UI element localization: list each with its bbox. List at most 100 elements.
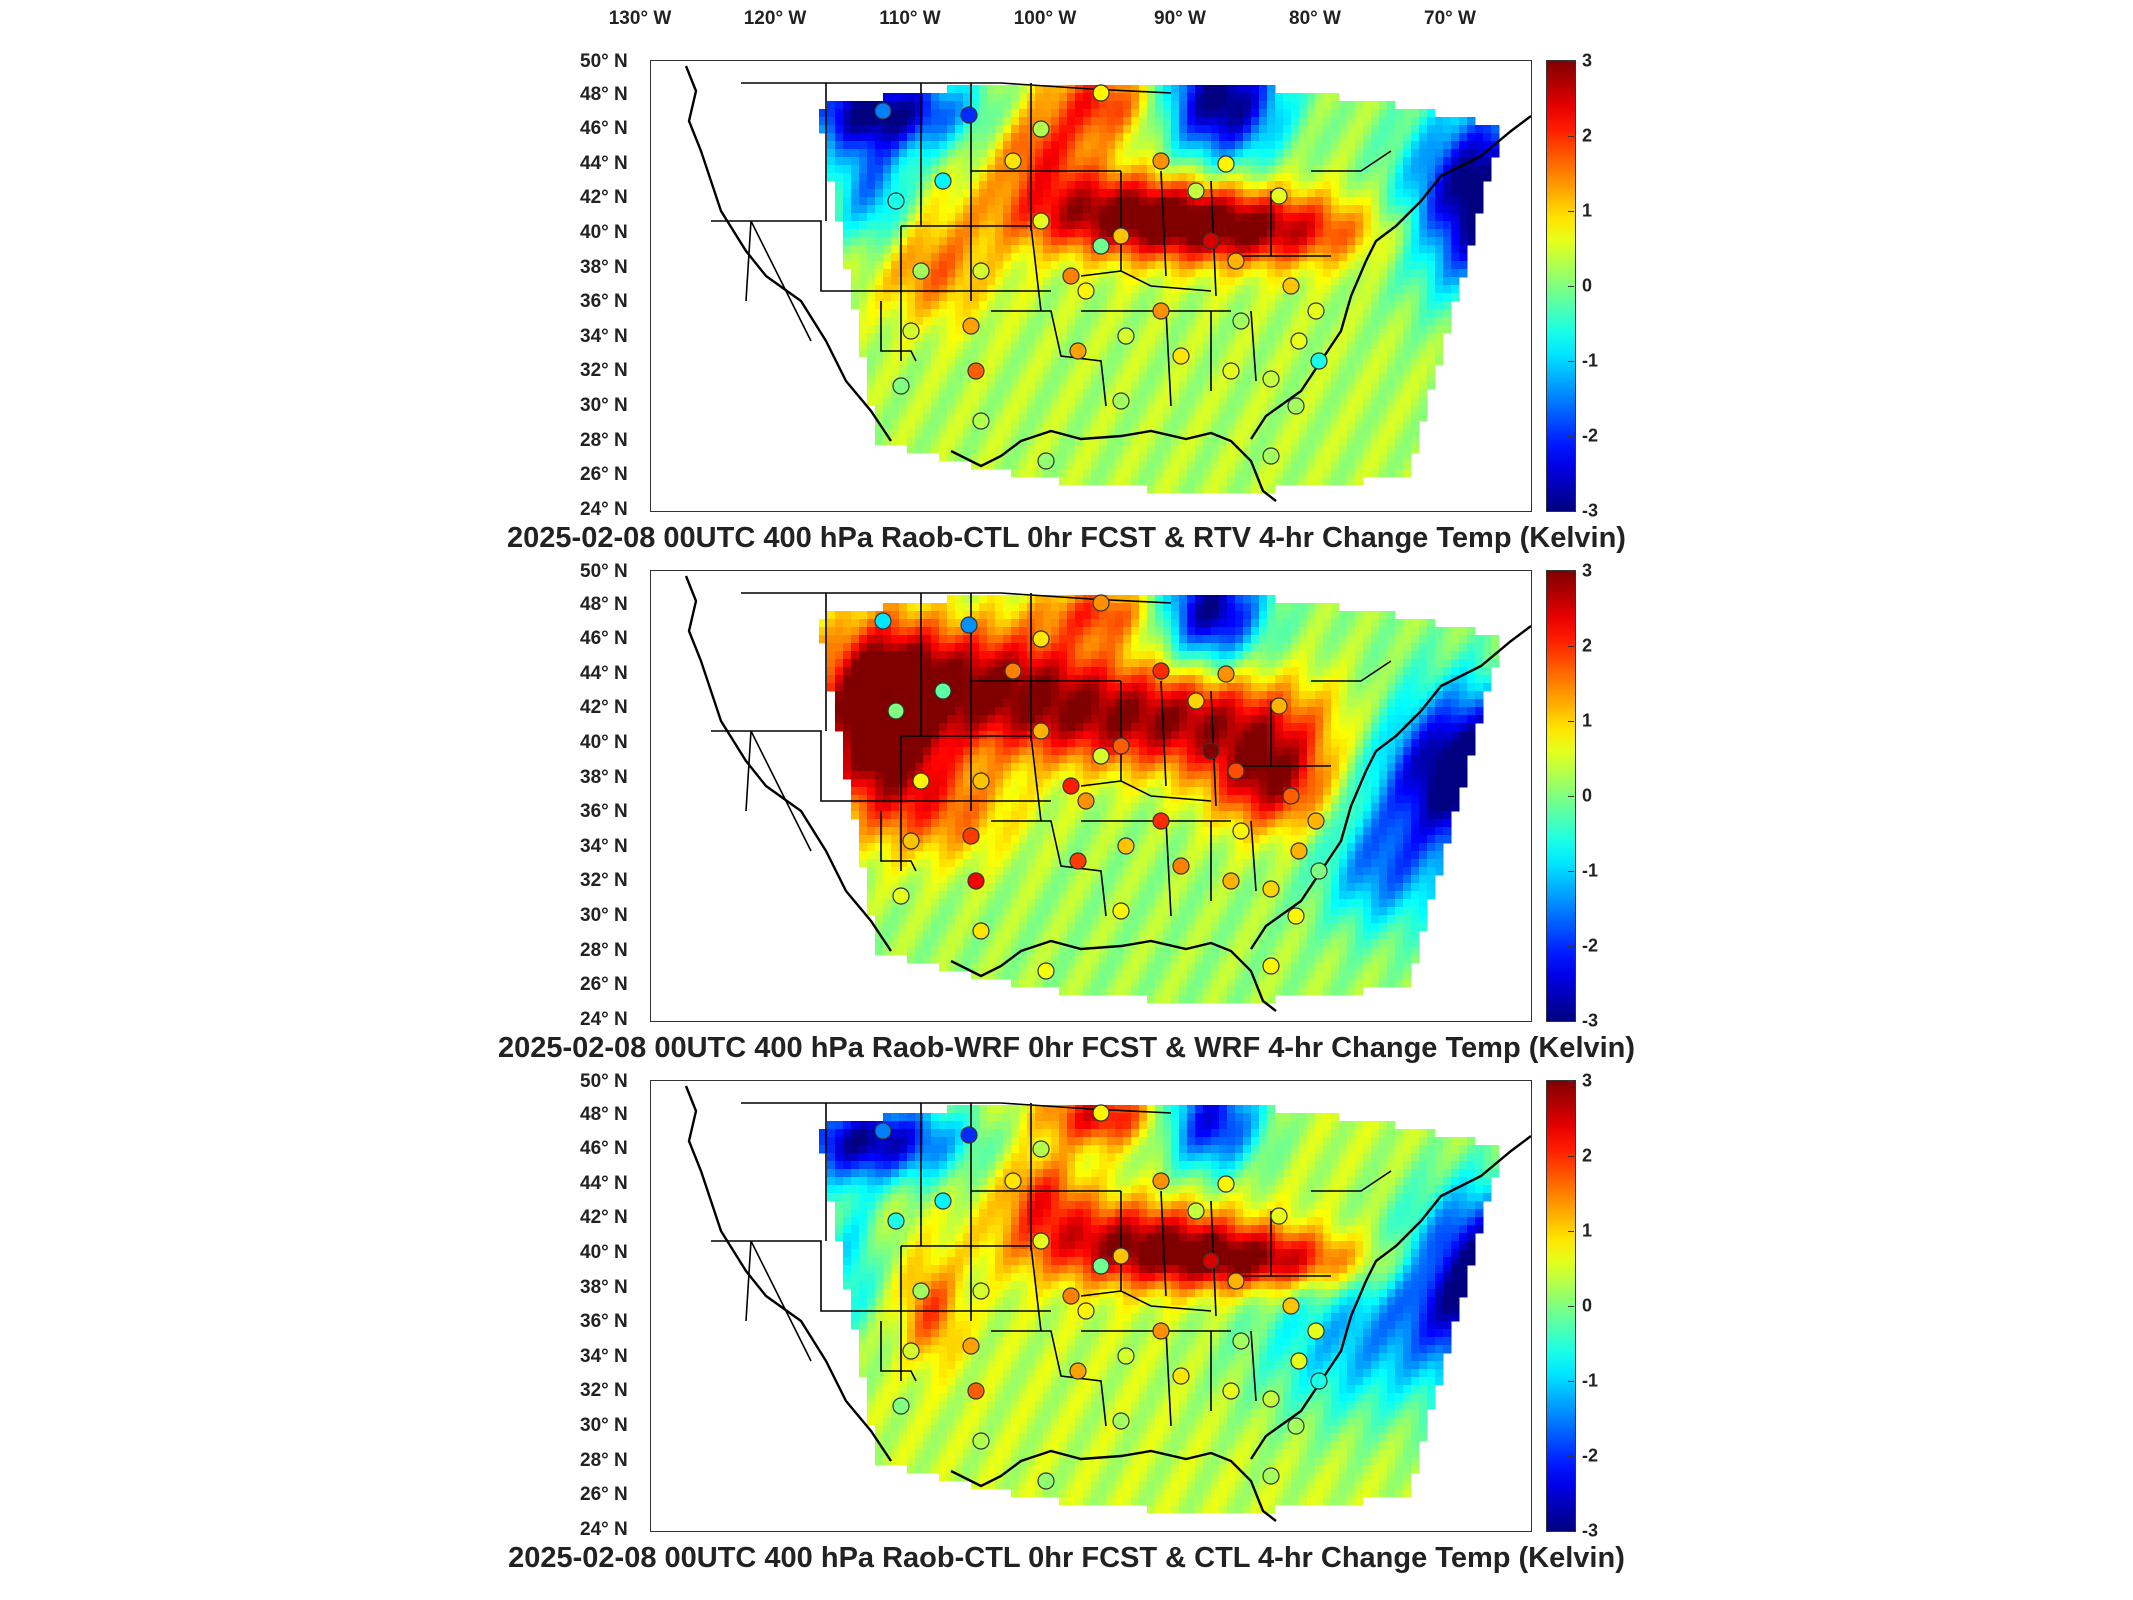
raob-station-marker — [1310, 352, 1328, 370]
colorbar-tick-label: -2 — [1582, 935, 1599, 956]
raob-station-marker — [1172, 857, 1190, 875]
lat-label: 50° N — [580, 51, 628, 72]
raob-station-marker — [912, 1282, 930, 1300]
colorbar-tick-mark — [1568, 1456, 1574, 1457]
lon-label: 120° W — [743, 8, 807, 29]
raob-station-marker — [1032, 630, 1050, 648]
lat-label: 38° N — [580, 1276, 628, 1298]
colorbar-tick-label: 0 — [1582, 275, 1593, 296]
lat-label: 50° N — [580, 1071, 628, 1092]
lat-label: 42° N — [580, 187, 628, 209]
raob-station-marker — [1092, 84, 1110, 102]
raob-station-marker — [1217, 155, 1235, 173]
raob-station-marker — [1077, 282, 1095, 300]
lat-label: 38° N — [580, 766, 628, 788]
raob-station-marker — [1262, 447, 1280, 465]
raob-station-marker — [1287, 397, 1305, 415]
raob-station-marker — [1227, 762, 1245, 780]
raob-station-marker — [1202, 1252, 1220, 1270]
map-panel-wrf: 50° N 48° N 46° N 44° N 42° N 40° N 38° N 36° N… — [0, 561, 2133, 1080]
lat-label: 48° N — [580, 1103, 628, 1125]
raob-station-marker — [1310, 862, 1328, 880]
raob-station-marker — [1032, 1232, 1050, 1250]
lat-label: 24° N — [580, 1518, 628, 1540]
lat-label: 36° N — [580, 291, 628, 313]
lat-label: 28° N — [580, 1449, 628, 1471]
lat-label: 48° N — [580, 593, 628, 615]
lat-label: 40° N — [580, 1242, 628, 1263]
state-borders — [711, 592, 1392, 917]
lon-label: 80° W — [1289, 8, 1341, 29]
panel-title: 2025-02-08 00UTC 400 hPa Raob-WRF 0hr FC… — [497, 1032, 1636, 1064]
raob-station-marker — [1004, 1172, 1022, 1190]
raob-station-marker — [1117, 327, 1135, 345]
colorbar-tick-label: -1 — [1582, 1370, 1599, 1391]
lat-label: 46° N — [580, 1138, 628, 1160]
colorbar-tick-mark — [1568, 1021, 1574, 1022]
raob-station-marker — [934, 1192, 952, 1210]
colorbar-tick-mark — [1568, 1381, 1574, 1382]
raob-station-marker — [1172, 1367, 1190, 1385]
colorbar-tick-label: -1 — [1582, 860, 1599, 881]
raob-station-marker — [874, 612, 892, 630]
raob-station-marker — [967, 1382, 985, 1400]
raob-station-marker — [1152, 302, 1170, 320]
colorbar-tick-label: -3 — [1582, 1010, 1599, 1031]
lat-label: 32° N — [580, 360, 628, 382]
colorbar-tick-label: -2 — [1582, 425, 1599, 446]
lat-label: 42° N — [580, 697, 628, 719]
colorbar-tick-mark — [1568, 136, 1574, 137]
colorbar-tick-label: -2 — [1582, 1445, 1599, 1466]
raob-station-marker — [1187, 692, 1205, 710]
colorbar-tick-mark — [1568, 946, 1574, 947]
raob-station-marker — [1307, 812, 1325, 830]
raob-station-marker — [1217, 665, 1235, 683]
lat-label: 28° N — [580, 429, 628, 451]
raob-station-marker — [972, 412, 990, 430]
raob-station-marker — [1270, 1207, 1288, 1225]
raob-station-marker — [1092, 594, 1110, 612]
lat-label: 32° N — [580, 1380, 628, 1402]
coastline — [684, 1085, 1531, 1522]
raob-station-marker — [1112, 227, 1130, 245]
colorbar-tick-mark — [1568, 1306, 1574, 1307]
colorbar-tick-mark — [1568, 211, 1574, 212]
raob-station-marker — [1262, 1467, 1280, 1485]
colorbar-tick-mark — [1568, 871, 1574, 872]
colorbar-tick-mark — [1568, 511, 1574, 512]
raob-station-marker — [1307, 1322, 1325, 1340]
lon-label: 90° W — [1154, 8, 1206, 29]
raob-station-marker — [1262, 957, 1280, 975]
raob-station-marker — [1004, 152, 1022, 170]
raob-station-marker — [1187, 1202, 1205, 1220]
raob-station-marker — [1062, 1287, 1080, 1305]
raob-station-marker — [1222, 872, 1240, 890]
raob-station-marker — [887, 192, 905, 210]
lat-label: 24° N — [580, 498, 628, 520]
lat-label: 36° N — [580, 801, 628, 823]
lat-label: 50° N — [580, 561, 628, 582]
lon-label: 100° W — [1013, 8, 1077, 29]
map-frame — [650, 60, 1532, 512]
lat-label: 38° N — [580, 256, 628, 278]
raob-station-marker — [1290, 332, 1308, 350]
state-borders — [711, 82, 1392, 407]
lat-label: 26° N — [580, 464, 628, 486]
raob-station-marker — [902, 832, 920, 850]
lat-label: 26° N — [580, 1484, 628, 1506]
raob-station-marker — [887, 1212, 905, 1230]
colorbar-tick-mark — [1568, 721, 1574, 722]
raob-station-marker — [1222, 362, 1240, 380]
map-frame — [650, 570, 1532, 1022]
longitude-axis: 130° W 120° W 110° W 100° W 90° W 80° W … — [0, 0, 2133, 40]
raob-station-marker — [1262, 880, 1280, 898]
colorbar-tick-label: 3 — [1582, 560, 1593, 581]
raob-station-marker — [1069, 1362, 1087, 1380]
raob-station-marker — [902, 1342, 920, 1360]
raob-station-marker — [1202, 232, 1220, 250]
lon-label: 70° W — [1424, 8, 1476, 29]
lat-label: 30° N — [580, 395, 628, 416]
raob-station-marker — [1112, 1412, 1130, 1430]
raob-station-marker — [972, 262, 990, 280]
lat-label: 28° N — [580, 939, 628, 961]
